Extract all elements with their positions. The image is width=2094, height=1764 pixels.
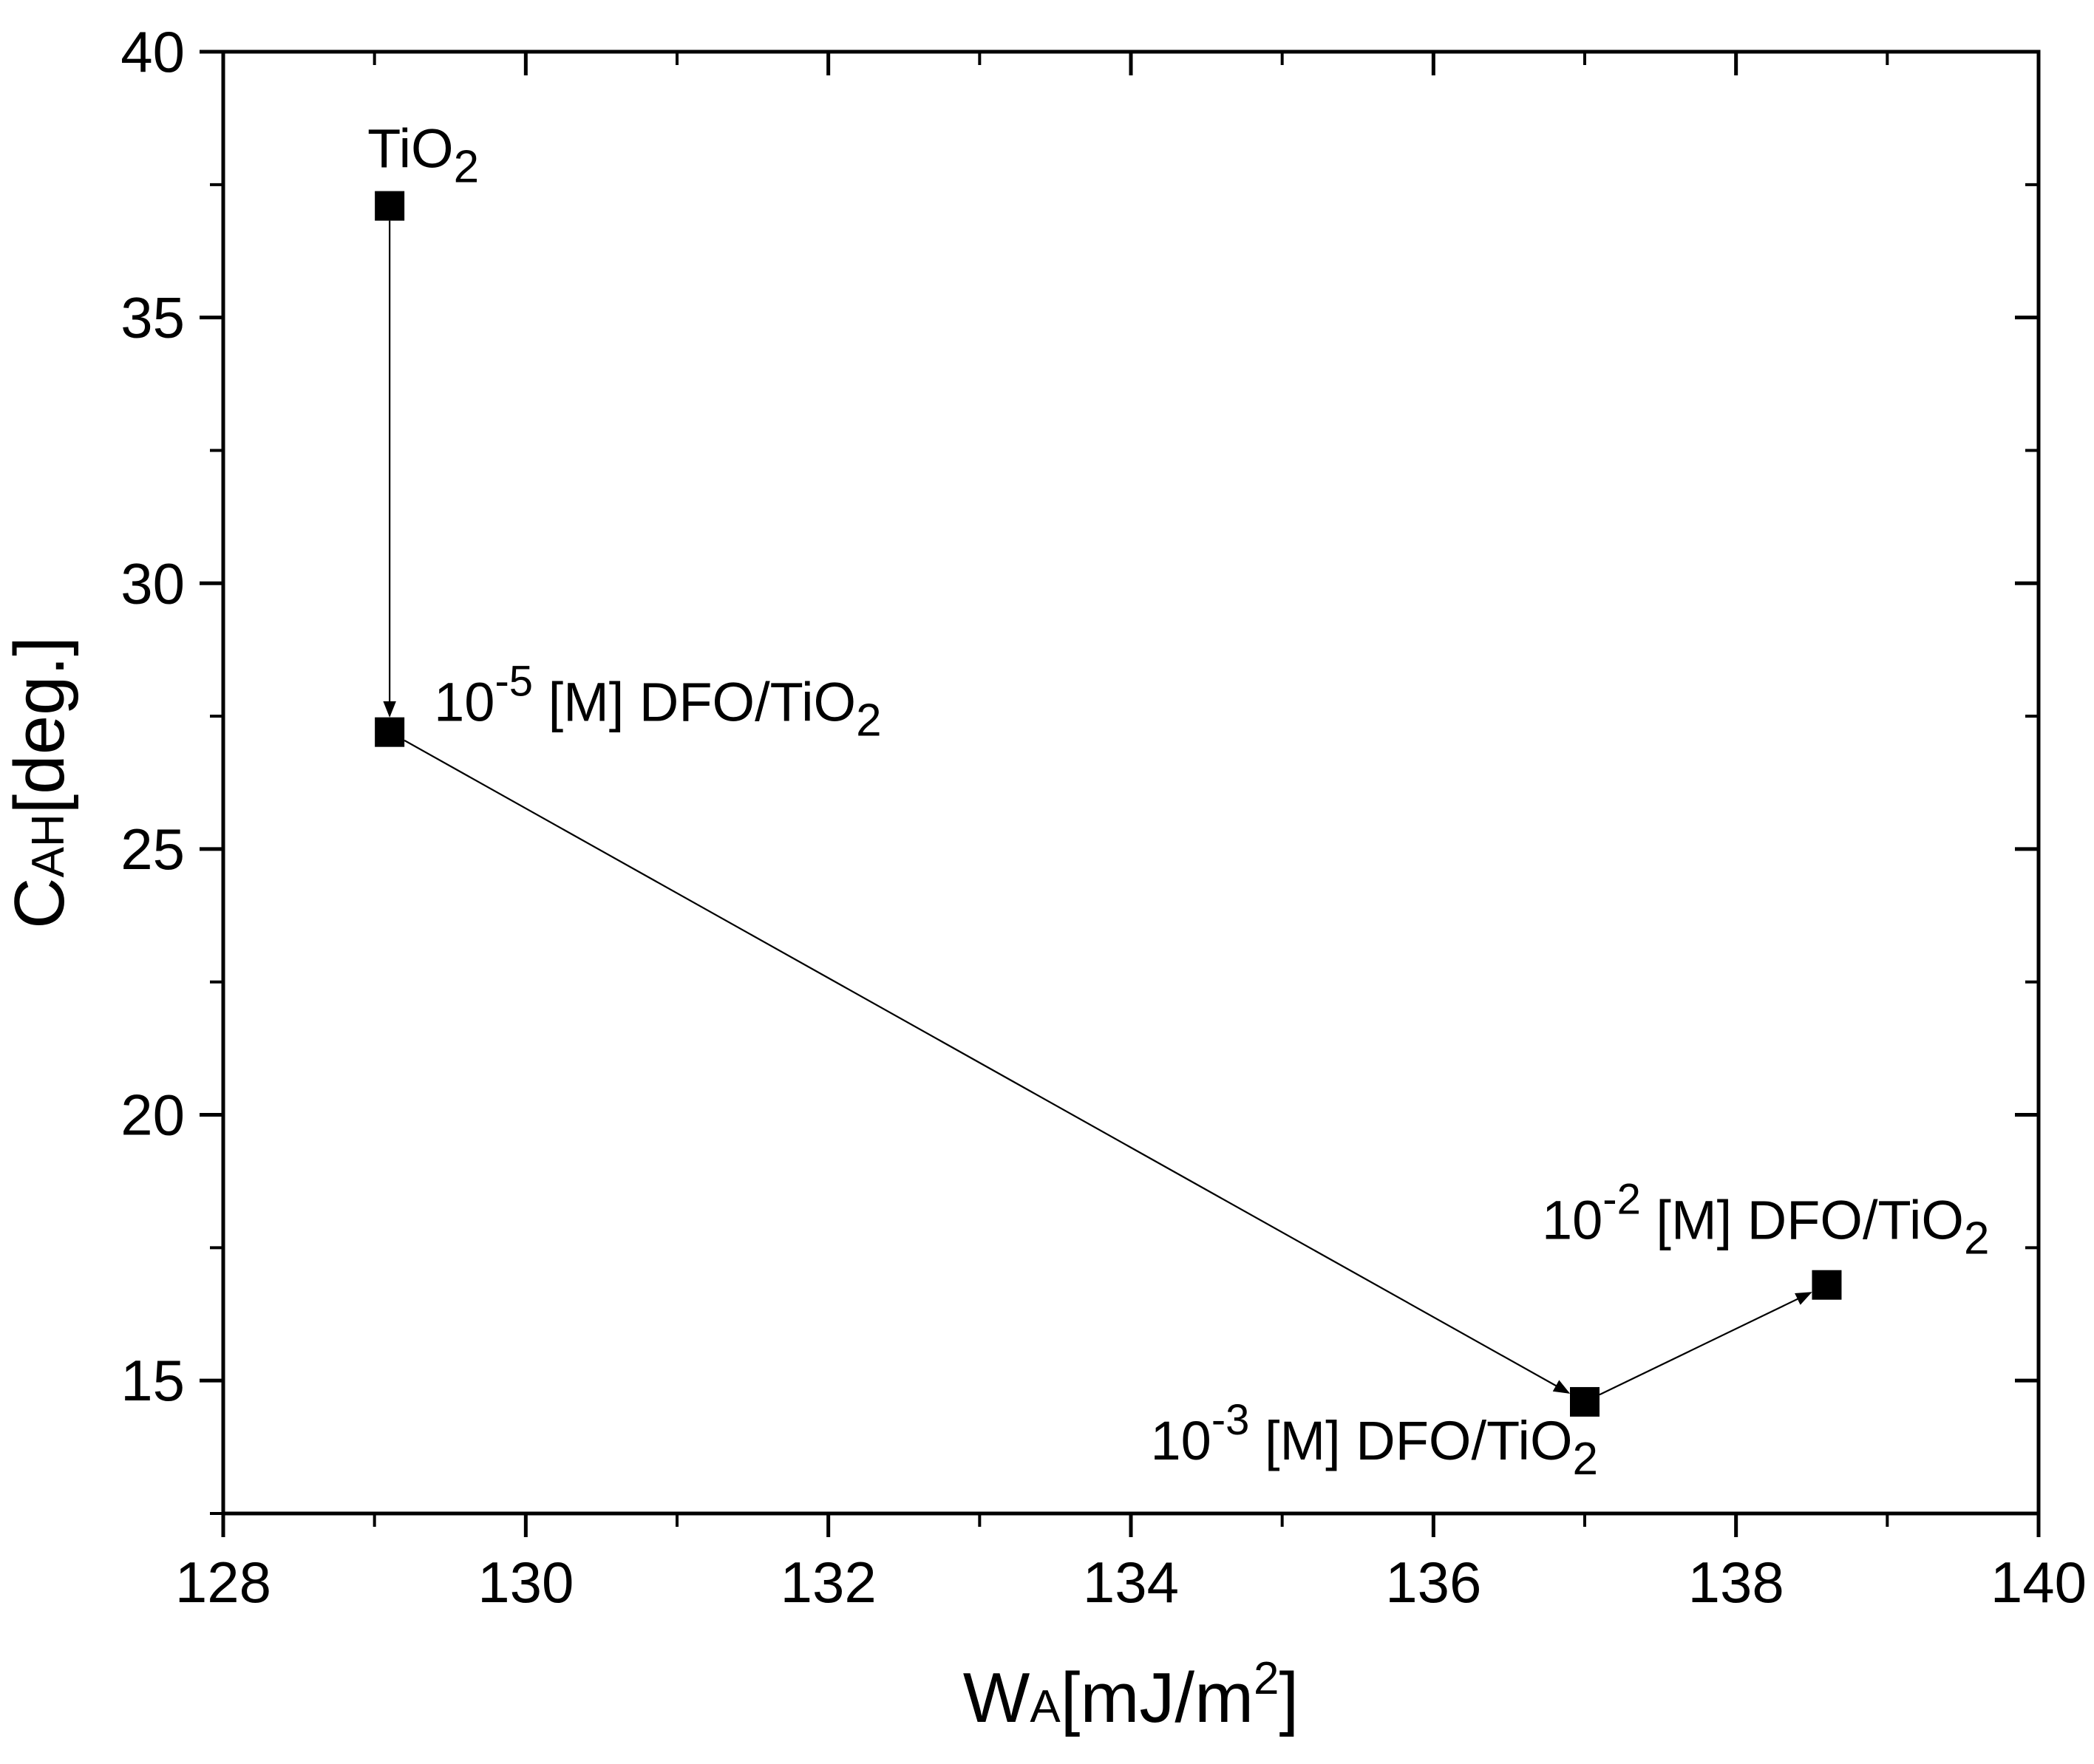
data-point	[1570, 1386, 1600, 1417]
data-point	[375, 717, 405, 747]
y-tick-label: 35	[120, 285, 185, 350]
x-tick-label: 130	[477, 1550, 574, 1615]
arrows	[383, 220, 1812, 1396]
y-tick-label: 20	[120, 1083, 185, 1148]
x-tick-label: 136	[1385, 1550, 1481, 1615]
point-label: 10-2 [M] DFO/TiO2	[1542, 1176, 1989, 1264]
x-tick-label: 138	[1688, 1550, 1784, 1615]
x-tick-label: 140	[1991, 1550, 2087, 1615]
y-tick-label: 25	[120, 817, 185, 882]
point-labels: TiO2 10-5 [M] DFO/TiO2 10-3 [M] DFO/TiO2 10…	[367, 118, 1989, 1485]
point-label: TiO2	[367, 118, 479, 193]
point-label: 10-3 [M] DFO/TiO2	[1151, 1396, 1598, 1485]
y-axis-ticks: 15 20 25 30 35 40	[120, 19, 2039, 1515]
x-tick-label: 132	[781, 1550, 877, 1615]
y-tick-label: 15	[120, 1348, 185, 1413]
plot-frame	[221, 50, 2041, 1516]
arrow-line	[404, 739, 1571, 1394]
data-point	[1812, 1270, 1842, 1300]
point-label: 10-5 [M] DFO/TiO2	[434, 658, 881, 746]
y-tick-label: 40	[120, 19, 185, 84]
x-tick-label: 128	[175, 1550, 271, 1615]
x-axis-title: WA[mJ/m2]	[963, 1653, 1299, 1737]
arrow-line	[1599, 1292, 1812, 1396]
data-points	[375, 191, 1842, 1417]
x-tick-label: 134	[1083, 1550, 1179, 1615]
x-axis-ticks: 128 130 132 134 136 138 140	[175, 52, 2087, 1615]
y-axis-title: CAH[deg.]	[0, 636, 79, 929]
y-tick-label: 30	[120, 551, 185, 616]
data-point	[375, 191, 405, 221]
